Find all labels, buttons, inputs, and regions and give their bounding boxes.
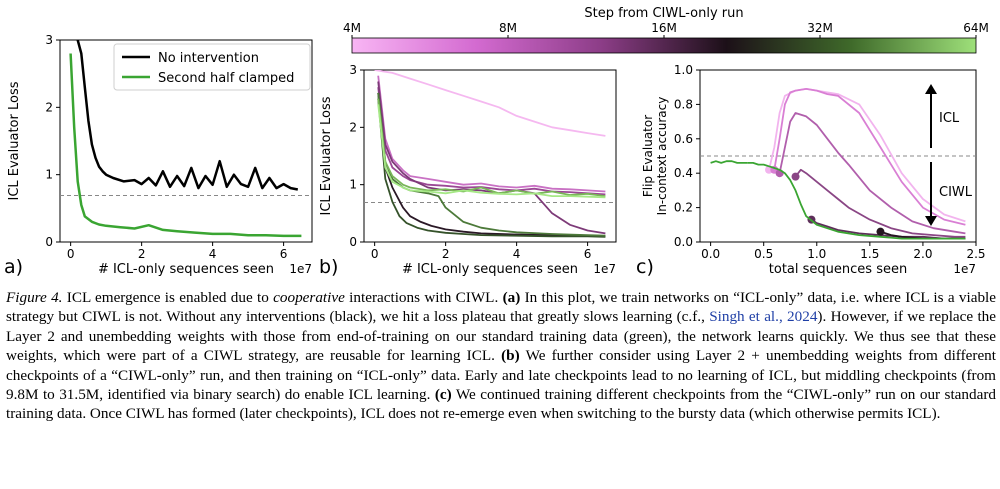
- y-tick-label: 0: [349, 235, 357, 249]
- caption-panel-b-text: We further consider using Layer 2 + unem…: [6, 347, 996, 404]
- series-line-6m: [377, 75, 606, 193]
- y-tick-label: 0: [45, 235, 53, 249]
- annotation-icl: ICL: [939, 111, 960, 126]
- y-tick-label: 0.4: [674, 166, 693, 180]
- y-tick-label: 2: [45, 100, 53, 114]
- series-group: [69, 40, 302, 238]
- legend-label-no-intervention: No intervention: [158, 51, 259, 66]
- series-line-no-intervention: [76, 40, 299, 191]
- caption-panel-b-label: (b): [501, 347, 520, 365]
- annotations-panel-c: ICL CIWL: [925, 84, 973, 226]
- figure-caption: Figure 4. ICL emergence is enabled due t…: [6, 288, 996, 424]
- y-tick-label: 2: [349, 120, 357, 134]
- series-start-marker: [791, 172, 800, 181]
- series-line-run-3: [778, 112, 966, 235]
- y-tick-label: 1: [45, 168, 53, 182]
- panel-label: c): [636, 256, 654, 278]
- colorbar-tick-label: 32M: [807, 21, 833, 35]
- colorbar: Step from CIWL-only run 4M 8M 16M 32M 64M: [343, 6, 989, 54]
- x-axis-label: total sequences seen: [769, 262, 907, 277]
- legend-label-second-half-clamped: Second half clamped: [158, 71, 294, 86]
- x-tick-label: 6: [280, 247, 288, 261]
- series-line-4m: [374, 70, 606, 137]
- caption-emphasis: cooperative: [273, 289, 345, 306]
- x-axis-scale-label: 1e7: [289, 262, 312, 276]
- series-line-run-1: [768, 88, 966, 223]
- panel-label: b): [319, 256, 338, 278]
- y-tick-label: 0.0: [674, 235, 693, 249]
- series-line-baseline: [710, 160, 748, 164]
- x-tick-label: 0.5: [754, 247, 773, 261]
- y-axis-label: ICL Evaluator Loss: [319, 96, 334, 215]
- series-line-32m: [377, 98, 606, 197]
- x-axis-scale-label: 1e7: [953, 262, 976, 276]
- caption-panel-a-text: In this plot, we train networks on “ICL-…: [6, 289, 997, 326]
- caption-sentence-1-end: interactions with CIWL.: [349, 289, 499, 306]
- series-line-64m: [377, 104, 606, 199]
- x-axis-label: # ICL-only sequences seen: [98, 262, 274, 277]
- y-tick-label: 1: [349, 178, 357, 192]
- colorbar-tick-label: 16M: [651, 21, 677, 35]
- series-line-second-half-clamped: [69, 53, 302, 238]
- x-tick-label: 2: [138, 247, 146, 261]
- x-tick-label: 2: [442, 247, 450, 261]
- y-tick-label: 3: [349, 63, 357, 77]
- series-group: [710, 88, 966, 240]
- series-line-16m: [377, 92, 606, 238]
- caption-panel-a-text-2: ). However, if we replace the Layer 2 an…: [6, 308, 996, 365]
- series-line-run-7: [747, 161, 966, 240]
- y-axis-label-2: In-context accuracy: [655, 97, 669, 216]
- panel-b: 0 2 4 6 0 1 2 3 # ICL-only sequences seen 1e7 ICL …: [319, 63, 617, 278]
- colorbar-tick-label: 8M: [499, 21, 517, 35]
- colorbar-tick-label: 64M: [963, 21, 989, 35]
- x-tick-label: 2.5: [966, 247, 985, 261]
- series-line-8m: [377, 87, 606, 196]
- panel-label: a): [4, 256, 23, 278]
- x-tick-label: 4: [513, 247, 521, 261]
- caption-panel-a-label: (a): [502, 289, 521, 306]
- colorbar-ticks: 4M 8M 16M 32M 64M: [343, 21, 989, 38]
- x-tick-label: 1.5: [860, 247, 879, 261]
- legend-panel-a: No intervention Second half clamped: [113, 43, 311, 91]
- y-axis-label: Flip Evaluator: [641, 115, 655, 197]
- x-tick-label: 0: [67, 247, 75, 261]
- series-line-run-4: [794, 168, 966, 238]
- caption-label: Figure 4.: [6, 289, 63, 306]
- series-line-24m: [377, 92, 606, 237]
- series-start-marker: [876, 227, 885, 236]
- colorbar-label: Step from CIWL-only run: [584, 6, 743, 21]
- series-line-run-2: [773, 88, 966, 226]
- icl-arrowhead-icon: [925, 84, 937, 94]
- x-tick-label: 1.0: [807, 247, 826, 261]
- x-tick-label: 6: [584, 247, 592, 261]
- panel-c: 0.0 0.5 1.0 1.5 2.0 2.50.00.20.40.60.81.0tota…: [636, 63, 986, 278]
- x-axis-label: # ICL-only sequences seen: [402, 262, 578, 277]
- plot-frame: [363, 69, 617, 243]
- y-tick-label: 1.0: [674, 63, 693, 77]
- ciwl-arrowhead-icon: [925, 216, 937, 226]
- y-tick-label: 0.8: [674, 97, 693, 111]
- series-group: [374, 70, 606, 238]
- x-tick-label: 2.0: [913, 247, 932, 261]
- x-tick-label: 0: [371, 247, 379, 261]
- y-tick-label: 0.2: [674, 201, 693, 215]
- caption-sentence-1: ICL emergence is enabled due to: [66, 289, 269, 306]
- caption-panel-c-text: We continued training different checkpoi…: [6, 386, 996, 423]
- colorbar-gradient: [351, 37, 977, 54]
- y-tick-label: 0.6: [674, 132, 693, 146]
- y-tick-label: 3: [45, 33, 53, 47]
- figure-4: Step from CIWL-only run 4M 8M 16M 32M 64M 0 2…: [4, 6, 989, 278]
- annotation-ciwl: CIWL: [939, 185, 973, 200]
- citation-link[interactable]: Singh et al., 2024: [709, 308, 818, 326]
- x-tick-label: 0.0: [701, 247, 720, 261]
- y-axis-label: ICL Evaluator Loss: [7, 81, 22, 200]
- caption-panel-c-label: (c): [434, 386, 452, 404]
- legend-box: [113, 43, 311, 91]
- x-tick-label: 4: [209, 247, 217, 261]
- series-line-20m: [377, 98, 606, 238]
- colorbar-tick-label: 4M: [343, 21, 361, 35]
- x-axis-scale-label: 1e7: [593, 262, 616, 276]
